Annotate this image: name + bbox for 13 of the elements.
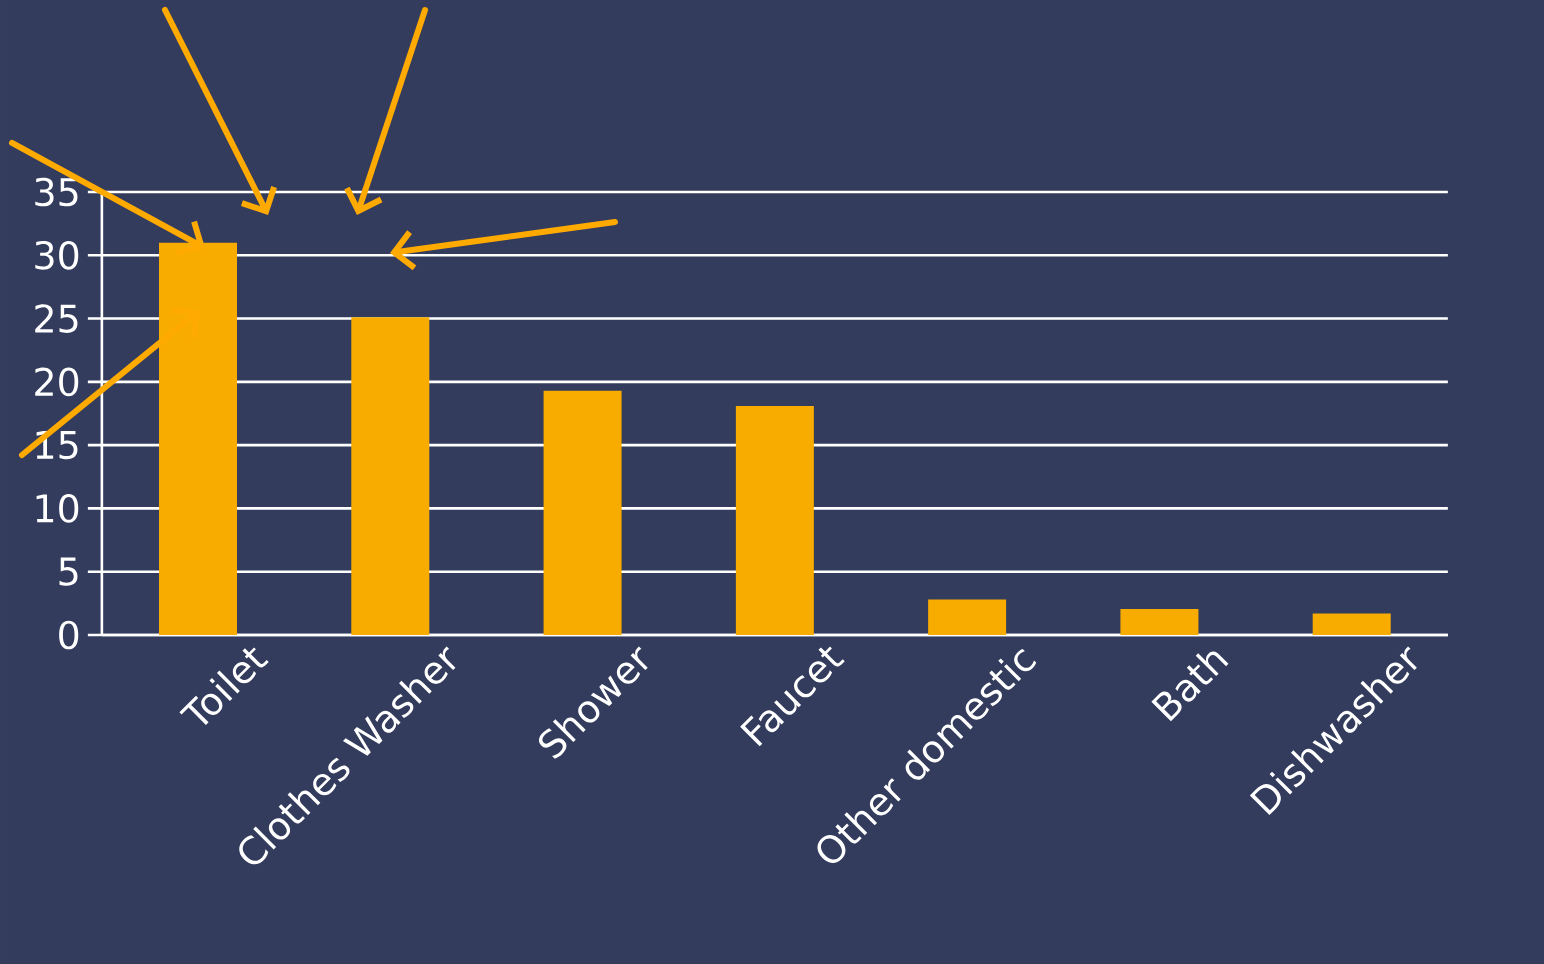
bar (351, 317, 430, 635)
y-tick-label: 20 (35, 367, 79, 397)
y-tick-label: 30 (35, 240, 79, 270)
y-tick-label: 5 (59, 557, 78, 586)
bar (1312, 613, 1391, 635)
bar (735, 405, 814, 635)
y-tick-label: 10 (36, 494, 79, 523)
y-tick-label: 25 (35, 304, 78, 333)
bar (1120, 609, 1199, 635)
bar (543, 390, 622, 635)
y-tick-label: 0 (59, 620, 79, 650)
y-tick-label: 35 (35, 177, 78, 207)
bar (928, 599, 1007, 635)
